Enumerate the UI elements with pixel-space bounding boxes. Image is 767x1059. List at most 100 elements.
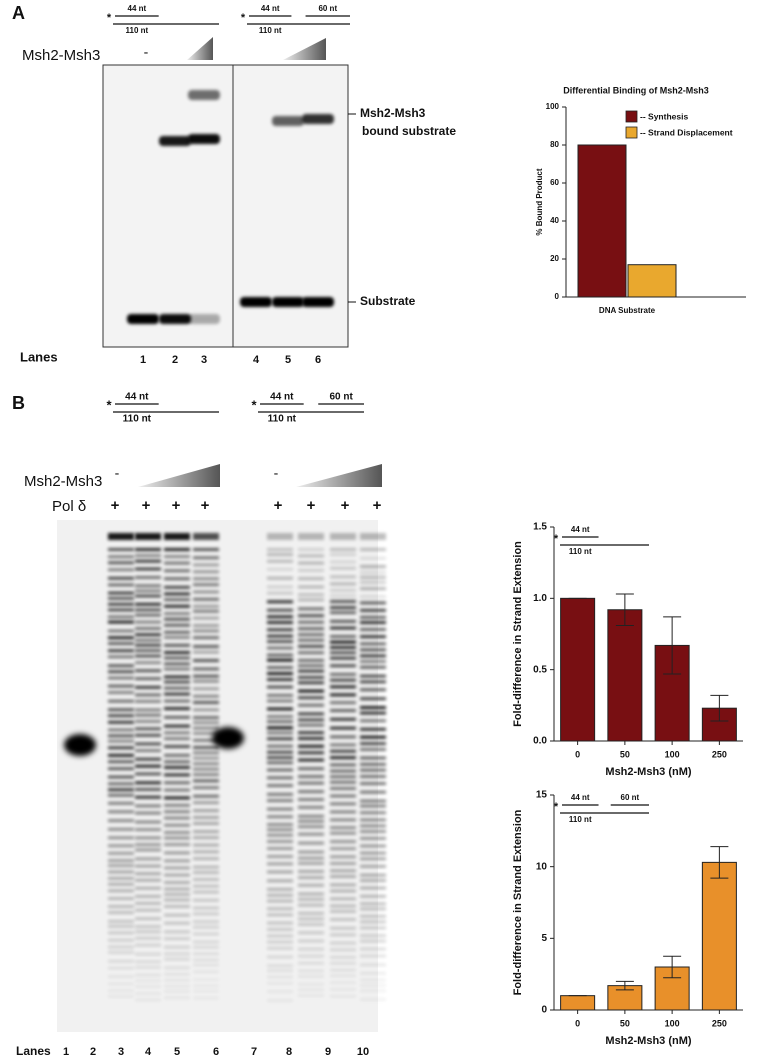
gel-band: [135, 608, 161, 612]
gel-band: [298, 781, 324, 785]
gel-band: [298, 939, 324, 943]
gel-band: [193, 865, 219, 869]
gel-band: [330, 883, 356, 887]
star: *: [251, 397, 257, 412]
gel-band: [108, 555, 134, 559]
gel-band: [360, 735, 386, 739]
gel-band: [164, 904, 190, 908]
pol-label: Pol δ: [52, 498, 86, 515]
gel-band: [193, 884, 219, 888]
gel-band: [193, 756, 219, 760]
gel-band: [193, 984, 219, 987]
bar: [607, 609, 643, 742]
gel-band: [164, 623, 190, 627]
gel-band: [108, 739, 134, 743]
lane-number: 2: [172, 354, 178, 366]
gel-band: [193, 738, 219, 742]
lane-number: 5: [285, 354, 291, 366]
legend-swatch: [625, 110, 638, 123]
gel-band: [135, 554, 161, 558]
gel-band: [267, 990, 293, 994]
gel-band: [108, 699, 134, 703]
gel-band: [330, 582, 356, 586]
gel-band: [360, 627, 386, 631]
gel-band: [135, 575, 161, 579]
y-axis-label: % Bound Product: [535, 168, 544, 235]
gel-band: [164, 984, 190, 988]
gel-band: [267, 815, 293, 819]
gel-band: [135, 985, 161, 989]
bar: [560, 597, 596, 742]
gel-band: [164, 737, 190, 741]
gel-band: [298, 825, 324, 829]
gel-band: [267, 639, 293, 643]
gel-band: [135, 973, 161, 977]
gel-band: [298, 856, 324, 860]
gel-band: [164, 577, 190, 581]
gel-band: [135, 685, 161, 689]
x-tick-label: DNA Substrate: [599, 306, 656, 315]
gel-band: [330, 566, 356, 570]
gel-band: [135, 661, 161, 665]
gel-band: [135, 857, 161, 861]
gel-band: [135, 979, 161, 983]
gel-band: [360, 548, 386, 551]
gel-band: [193, 920, 219, 924]
gel-band: [267, 608, 293, 612]
gel-band: [298, 607, 324, 611]
gel-band: [330, 869, 356, 873]
gel-band: [193, 751, 219, 755]
gel-band: [164, 675, 190, 679]
gel-band: [267, 784, 293, 788]
gel-band: [108, 836, 134, 840]
gel-band: [164, 996, 190, 1000]
gel-band: [164, 930, 190, 934]
gel-band: [302, 114, 334, 124]
gel-band: [164, 765, 190, 769]
plus: +: [274, 497, 283, 514]
gel-band: [135, 952, 161, 956]
gel-band: [298, 767, 324, 771]
gel-band: [360, 829, 386, 833]
star: *: [106, 397, 112, 412]
gel-band: [164, 561, 190, 565]
gel-band: [164, 873, 190, 877]
gel-band: [267, 715, 293, 719]
gel-band: [267, 893, 293, 897]
bar: [560, 995, 596, 1011]
gel-band: [108, 596, 134, 600]
gel-band: [267, 828, 293, 832]
gel-band: [135, 589, 161, 593]
gel-band: [164, 699, 190, 703]
gel-band: [267, 776, 293, 780]
gel-band: [108, 641, 134, 645]
gel-band: [193, 624, 219, 628]
gel-band: [108, 767, 134, 771]
gel-band: [267, 720, 293, 724]
gel-band: [267, 600, 293, 604]
gel-band: [164, 569, 190, 573]
gel-band: [108, 636, 134, 640]
gel-band: [330, 656, 356, 660]
gel-band: [108, 714, 134, 718]
gel-band: [135, 749, 161, 753]
gel-band: [193, 821, 219, 825]
gel-band: [360, 575, 386, 579]
gel-band: [164, 866, 190, 870]
plus: +: [172, 497, 181, 514]
strand-label: 60 nt: [318, 4, 337, 13]
gel-band: [135, 772, 161, 776]
gel-band: [360, 782, 386, 786]
gel-band: [108, 966, 134, 970]
gel-band: [193, 786, 219, 790]
gel-band: [164, 630, 190, 634]
gel-band: [164, 978, 190, 982]
error-bar: [710, 846, 729, 879]
gel-band: [135, 713, 161, 717]
gel-band: [298, 744, 324, 748]
gel-band: [360, 989, 386, 993]
gel-band: [164, 555, 190, 559]
lane-number: 4: [145, 1046, 152, 1058]
gel-band: [193, 700, 219, 704]
gel-band: [164, 989, 190, 993]
